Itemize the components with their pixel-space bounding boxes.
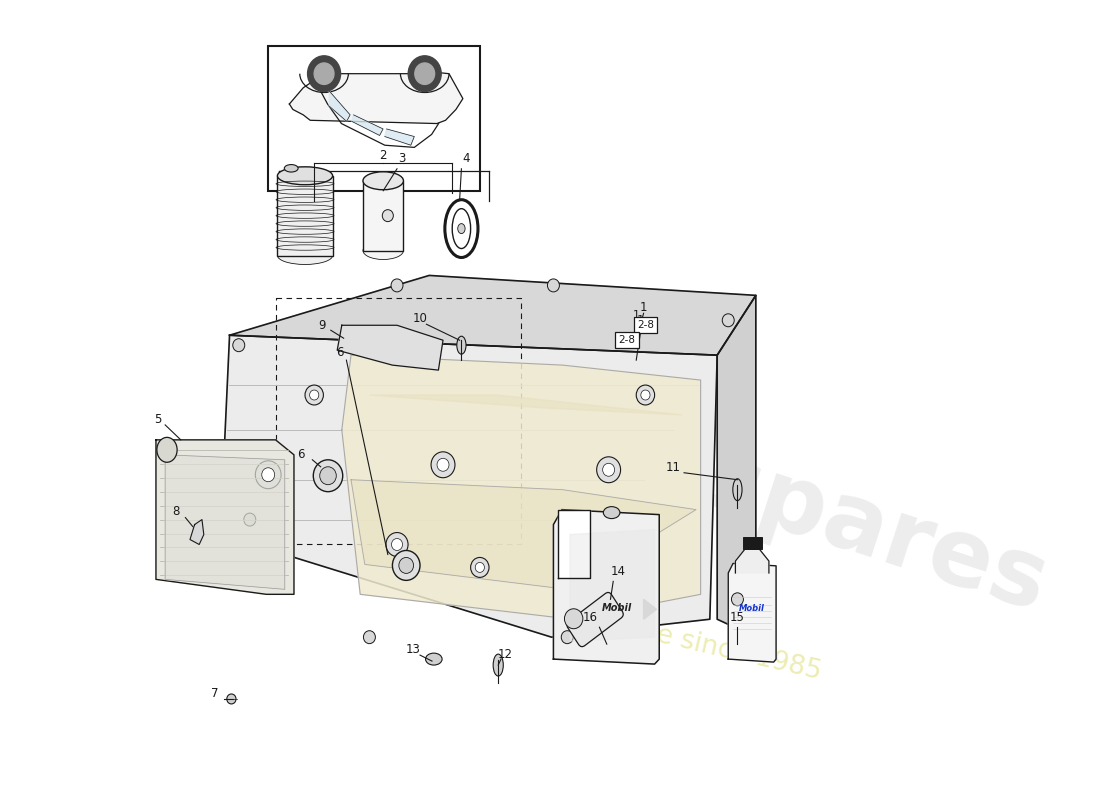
Polygon shape <box>728 563 777 662</box>
Text: 6: 6 <box>297 448 305 462</box>
Text: 3: 3 <box>398 152 405 166</box>
Ellipse shape <box>603 463 615 476</box>
Ellipse shape <box>733 478 742 501</box>
Polygon shape <box>352 115 383 135</box>
Ellipse shape <box>641 390 650 400</box>
Polygon shape <box>156 440 294 594</box>
Ellipse shape <box>636 385 654 405</box>
Ellipse shape <box>320 466 337 485</box>
Ellipse shape <box>392 538 403 550</box>
Text: 4: 4 <box>462 152 470 166</box>
Polygon shape <box>558 510 591 578</box>
Polygon shape <box>220 335 717 637</box>
Ellipse shape <box>315 63 334 84</box>
Ellipse shape <box>732 593 744 606</box>
Polygon shape <box>351 480 696 590</box>
Ellipse shape <box>458 224 465 234</box>
Text: 5: 5 <box>154 414 162 426</box>
Ellipse shape <box>596 457 620 482</box>
Ellipse shape <box>390 279 403 292</box>
Polygon shape <box>370 395 682 415</box>
Ellipse shape <box>603 506 620 518</box>
Ellipse shape <box>227 694 236 704</box>
Ellipse shape <box>305 385 323 405</box>
Ellipse shape <box>471 558 490 578</box>
Text: 9: 9 <box>318 318 326 332</box>
Text: 13: 13 <box>406 642 421 656</box>
Ellipse shape <box>548 279 560 292</box>
Text: 2: 2 <box>379 150 387 162</box>
Text: 14: 14 <box>610 565 625 578</box>
Polygon shape <box>553 510 659 664</box>
Polygon shape <box>570 530 654 641</box>
Polygon shape <box>289 71 463 123</box>
Ellipse shape <box>452 209 471 249</box>
Ellipse shape <box>431 452 455 478</box>
Ellipse shape <box>561 630 573 644</box>
Ellipse shape <box>475 562 484 572</box>
Ellipse shape <box>564 609 583 629</box>
Text: 15: 15 <box>730 610 745 624</box>
Text: 2-8: 2-8 <box>618 335 636 346</box>
Text: 1: 1 <box>637 314 645 326</box>
Text: Mobil: Mobil <box>602 603 632 613</box>
Polygon shape <box>644 599 657 619</box>
Polygon shape <box>385 129 415 146</box>
Ellipse shape <box>255 461 282 489</box>
Text: 1: 1 <box>640 301 647 314</box>
Polygon shape <box>230 275 756 355</box>
Bar <box>268 46 480 190</box>
Text: a passion for porsche since 1985: a passion for porsche since 1985 <box>393 562 824 685</box>
Bar <box>363 181 404 250</box>
Ellipse shape <box>415 63 434 84</box>
Ellipse shape <box>363 242 404 259</box>
Ellipse shape <box>493 654 504 676</box>
Ellipse shape <box>363 630 375 644</box>
FancyBboxPatch shape <box>566 593 624 646</box>
Ellipse shape <box>426 653 442 665</box>
Polygon shape <box>190 519 204 545</box>
Text: 8: 8 <box>173 505 180 518</box>
Ellipse shape <box>383 210 394 222</box>
Ellipse shape <box>309 390 319 400</box>
Ellipse shape <box>363 172 404 190</box>
Ellipse shape <box>277 246 332 265</box>
Ellipse shape <box>244 513 256 526</box>
Ellipse shape <box>386 533 408 557</box>
Ellipse shape <box>408 56 441 91</box>
Ellipse shape <box>723 314 734 326</box>
Text: 7: 7 <box>211 687 219 701</box>
Polygon shape <box>165 455 285 590</box>
Bar <box>742 537 761 549</box>
Ellipse shape <box>284 165 298 172</box>
Text: 10: 10 <box>412 312 428 325</box>
Text: 11: 11 <box>666 462 681 474</box>
Ellipse shape <box>277 167 332 185</box>
Polygon shape <box>338 326 443 370</box>
Ellipse shape <box>437 458 449 471</box>
Ellipse shape <box>262 468 275 482</box>
Polygon shape <box>342 355 701 619</box>
Ellipse shape <box>157 438 177 462</box>
Text: 12: 12 <box>498 648 513 661</box>
Ellipse shape <box>233 338 244 352</box>
Ellipse shape <box>456 336 466 354</box>
Polygon shape <box>329 91 350 122</box>
Ellipse shape <box>314 460 343 492</box>
Text: 6: 6 <box>337 346 343 358</box>
Polygon shape <box>717 295 756 637</box>
Bar <box>277 176 332 255</box>
Text: 16: 16 <box>583 610 597 624</box>
Text: 2-8: 2-8 <box>637 320 653 330</box>
Text: 1: 1 <box>632 310 640 320</box>
Ellipse shape <box>308 56 341 91</box>
Text: Mobil: Mobil <box>739 604 766 614</box>
Ellipse shape <box>393 550 420 580</box>
Ellipse shape <box>399 558 414 574</box>
Polygon shape <box>736 549 769 573</box>
Text: eurospares: eurospares <box>462 360 1058 632</box>
